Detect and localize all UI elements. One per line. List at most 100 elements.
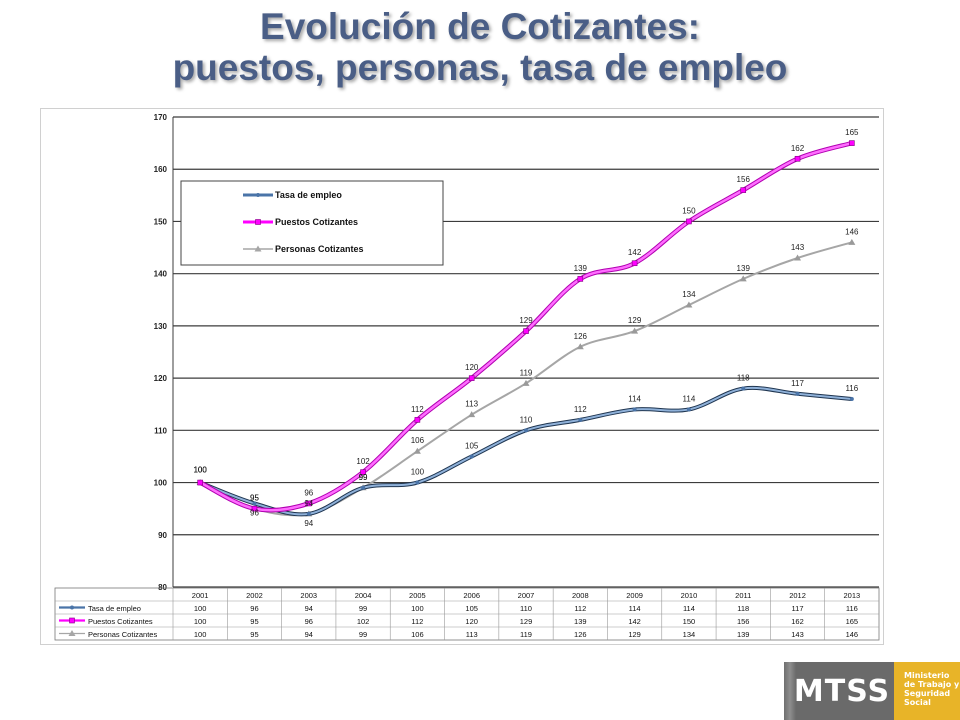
data-point [252,501,257,506]
x-tick-label: 2009 [626,591,643,600]
table-cell: 95 [250,617,258,626]
y-tick-label: 110 [154,426,167,435]
data-label: 129 [628,316,642,325]
table-cell: 112 [411,617,423,626]
title-line-1: Evolución de Cotizantes: [260,6,700,47]
table-cell: 150 [683,617,696,626]
table-series-marker [69,617,75,624]
data-point [361,485,366,490]
x-tick-label: 2011 [735,591,751,600]
data-point [414,417,421,423]
y-tick-label: 120 [154,374,168,383]
legend-box [180,180,444,266]
table-cell: 99 [359,604,367,613]
legend-label: Puestos Cotizantes [275,217,358,227]
data-label: 156 [737,175,751,184]
table-cell: 129 [628,630,641,639]
data-point [794,155,801,162]
table-cell: 114 [629,604,641,613]
data-label: 129 [519,316,533,325]
logo-line: Social [904,698,931,707]
data-point [251,505,258,512]
data-label: 94 [304,519,313,528]
data-label: 142 [628,248,642,257]
chart-area: 80 90 100 110 120 130 140 150 160 170 100 96 94 99 100… [40,108,884,645]
title-line-2: puestos, personas, tasa de empleo [172,47,788,88]
data-point [415,480,420,485]
data-label: 150 [682,206,696,215]
table-series-name: Personas Cotizantes [88,630,157,639]
data-label: 146 [845,227,859,236]
logo-gold-block: Ministerio de Trabajo y Seguridad Social [894,662,960,720]
x-tick-label: 2005 [409,591,426,600]
data-label: 118 [737,374,750,383]
logo-line: de Trabajo y [904,680,960,689]
data-label: 99 [359,473,368,482]
table-cell: 100 [194,630,207,639]
table-cell: 94 [305,604,313,613]
data-point [468,375,475,381]
logo-line: Seguridad [904,689,951,698]
data-point [576,343,584,350]
data-point [631,327,639,334]
data-point [522,379,530,386]
y-tick-label: 90 [158,531,167,540]
data-label: 100 [193,466,207,475]
logo-line: Ministerio [904,671,950,680]
table-cell: 113 [466,630,478,639]
data-label: 126 [574,332,588,341]
data-label: 139 [737,264,751,273]
table-cell: 146 [846,630,859,639]
data-label: 99 [359,473,368,482]
table-series-name: Tasa de empleo [88,604,141,613]
table-series-marker [70,605,74,610]
legend-label: Personas Cotizantes [275,244,364,254]
data-point [685,301,693,308]
data-point [848,238,856,245]
table-cell: 105 [465,604,478,613]
data-label: 94 [304,499,313,508]
x-tick-label: 2013 [844,591,861,600]
y-tick-label: 100 [154,479,168,488]
data-point [741,386,746,391]
data-label: 102 [356,457,370,466]
y-tick-label: 80 [158,583,167,592]
data-label: 100 [193,466,207,475]
data-label: 96 [304,488,313,497]
data-point [523,328,529,334]
table-cell: 114 [683,604,695,613]
data-label: 114 [628,394,641,403]
data-point [413,447,421,454]
data-point [306,511,311,516]
data-point [794,254,802,261]
table-cell: 99 [359,630,367,639]
x-tick-label: 2012 [789,591,806,600]
y-tick-label: 140 [154,270,168,279]
data-point [739,275,747,282]
data-point [197,479,203,486]
table-series-name: Puestos Cotizantes [88,617,153,626]
x-tick-label: 2001 [192,591,209,600]
y-tick-label: 170 [154,113,168,122]
x-tick-label: 2004 [355,591,372,600]
data-label: 95 [250,494,259,503]
y-tick-label: 150 [154,217,168,226]
table-series-marker [68,630,76,636]
data-label: 119 [520,368,533,377]
table-cell: 119 [520,630,532,639]
table-cell: 142 [628,617,641,626]
data-label: 143 [791,243,805,252]
data-point [686,218,692,225]
mtss-logo: MTSS Ministerio de Trabajo y Seguridad S… [784,662,960,720]
data-label: 134 [682,290,696,299]
logo-text: MTSS [793,673,891,709]
data-label: 95 [250,494,259,503]
data-label: 113 [465,400,478,409]
data-point [740,187,747,193]
data-point [632,407,637,412]
y-tick-label: 130 [154,322,168,331]
data-point [360,469,366,475]
data-label: 114 [683,394,696,403]
data-label: 110 [520,415,533,424]
data-point [849,397,854,401]
